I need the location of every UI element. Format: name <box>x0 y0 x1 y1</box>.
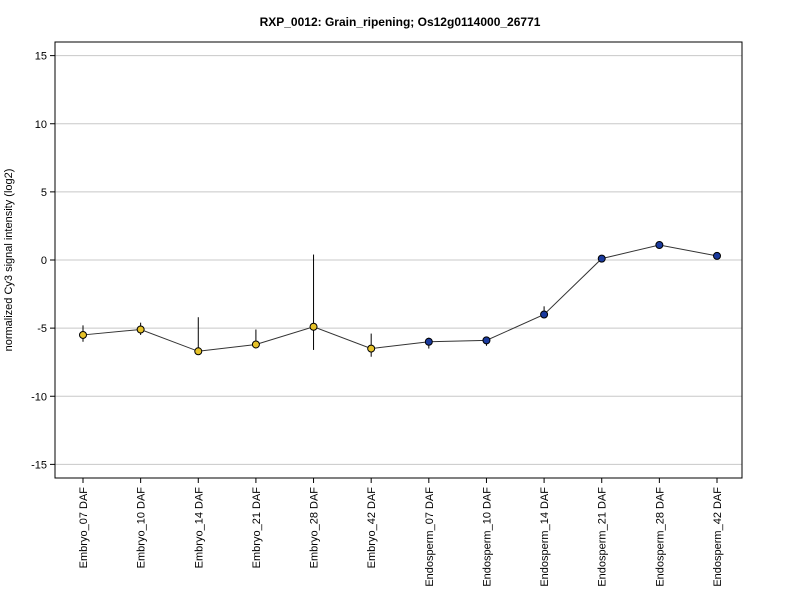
y-axis-label: normalized Cy3 signal intensity (log2) <box>3 169 15 352</box>
series-line <box>82 244 718 352</box>
x-tick-label: Endosperm_42 DAF <box>712 487 724 587</box>
data-point <box>136 325 145 334</box>
x-tick-label: Embryo_10 DAF <box>136 487 148 569</box>
y-tick-label: 10 <box>35 119 47 131</box>
data-point <box>367 344 376 353</box>
grid-layer <box>55 55 742 465</box>
x-tick-label: Endosperm_14 DAF <box>539 487 551 587</box>
y-tick-label: -5 <box>37 323 47 335</box>
chart-title: RXP_0012: Grain_ripening; Os12g0114000_2… <box>260 15 541 29</box>
x-axis: Embryo_07 DAF Embryo_10 DAF Embryo_14 DAF E… <box>78 478 724 587</box>
x-tick-label: Embryo_28 DAF <box>309 487 321 569</box>
data-point <box>309 322 318 331</box>
y-tick-label: -10 <box>31 391 47 403</box>
x-tick-label: Embryo_07 DAF <box>78 487 90 569</box>
y-tick-label: 15 <box>35 51 47 63</box>
data-point <box>713 251 721 260</box>
data-point <box>194 347 203 356</box>
data-point <box>79 330 87 339</box>
x-tick-label: Endosperm_10 DAF <box>481 487 493 587</box>
data-point <box>482 336 491 345</box>
data-point <box>540 310 549 319</box>
x-tick-label: Embryo_21 DAF <box>251 487 263 569</box>
plot-frame <box>54 41 743 479</box>
data-point <box>655 241 664 250</box>
x-tick-label: Embryo_42 DAF <box>366 487 378 569</box>
x-tick-label: Endosperm_07 DAF <box>424 487 436 587</box>
x-tick-label: Embryo_14 DAF <box>193 487 205 569</box>
x-tick-label: Endosperm_28 DAF <box>654 487 666 587</box>
y-tick-label: 0 <box>41 255 47 267</box>
data-point <box>251 340 260 349</box>
y-tick-label: 5 <box>41 187 47 199</box>
data-point <box>597 254 606 263</box>
data-point <box>424 337 433 346</box>
y-tick-label: -15 <box>31 459 47 471</box>
y-axis: -15 -10 -5 0 5 10 15 <box>31 51 55 471</box>
x-tick-label: Endosperm_21 DAF <box>597 487 609 587</box>
data-layer <box>79 241 721 357</box>
